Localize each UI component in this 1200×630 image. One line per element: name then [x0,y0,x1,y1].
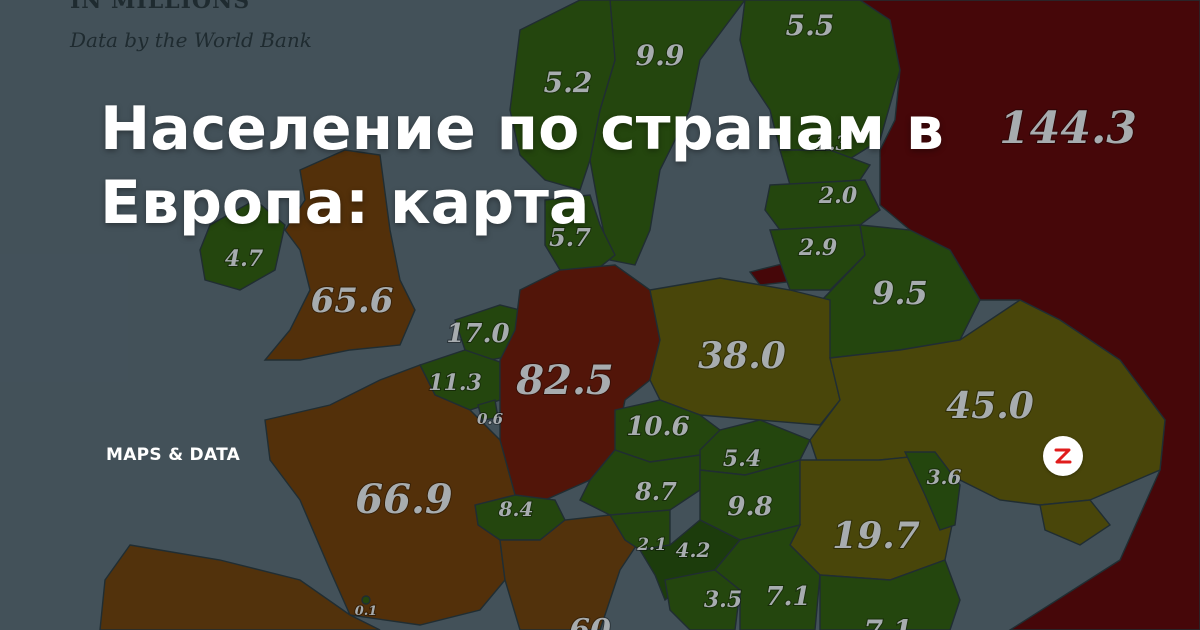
value-luxembourg: 0.6 [477,410,504,428]
zen-logo-icon[interactable] [1043,436,1083,476]
country-italy [499,514,641,630]
value-bosnia: 3.5 [704,587,742,613]
value-slovenia: 2.1 [636,535,667,555]
value-netherlands: 17.0 [446,319,509,349]
value-lithuania: 2.9 [798,235,837,261]
value-croatia: 4.2 [676,538,711,562]
value-norway: 5.2 [544,66,593,99]
country-bulgaria [819,559,961,630]
value-sweden: 9.9 [636,39,685,72]
country-estonia [779,149,872,186]
country-spain [99,544,381,630]
value-ireland: 4.7 [225,246,264,272]
value-belarus: 9.5 [872,274,928,312]
country-denmark [544,194,616,276]
country-ukraine-crimea [1039,499,1112,546]
value-switzerland: 8.4 [498,497,534,521]
country-moldova [903,451,961,531]
value-uk: 65.6 [311,281,394,321]
country-andorra [361,595,371,605]
value-france: 66.9 [355,476,452,523]
article-title[interactable]: Население по странам в Европа: карта [100,94,944,238]
value-czechia: 10.6 [626,412,689,442]
country-france [264,364,516,626]
value-serbia: 7.1 [765,582,810,612]
value-slovakia: 5.4 [723,446,761,472]
value-poland: 38.0 [698,335,786,377]
map-caption-top: IN MILLIONS [70,0,251,14]
value-moldova: 3.6 [927,465,962,489]
value-austria: 8.7 [634,477,677,506]
value-latvia: 2.0 [818,183,858,209]
country-poland [649,277,841,426]
value-hungary: 9.8 [727,492,772,522]
value-andorra: 0.1 [355,604,378,619]
value-denmark: 5.7 [549,223,591,252]
country-luxembourg [477,399,499,421]
map-caption-source: Data by the World Bank [70,28,312,52]
value-belgium: 11.3 [428,370,482,396]
value-finland: 5.5 [786,9,835,42]
value-ukraine: 45.0 [946,385,1034,427]
country-norway [509,0,616,191]
value-bulgaria: 7.1 [864,614,913,630]
value-germany: 82.5 [515,357,613,404]
value-italy: 60 [569,613,611,630]
value-romania: 19.7 [832,515,920,557]
value-estonia: 1.3 [815,131,850,155]
value-russia: 144.3 [999,103,1137,154]
country-uk [263,149,416,361]
zen-logo-glyph [1054,448,1072,464]
article-source[interactable]: MAPS & DATA [106,445,241,465]
country-ireland [199,199,286,291]
country-serbia [714,523,821,630]
